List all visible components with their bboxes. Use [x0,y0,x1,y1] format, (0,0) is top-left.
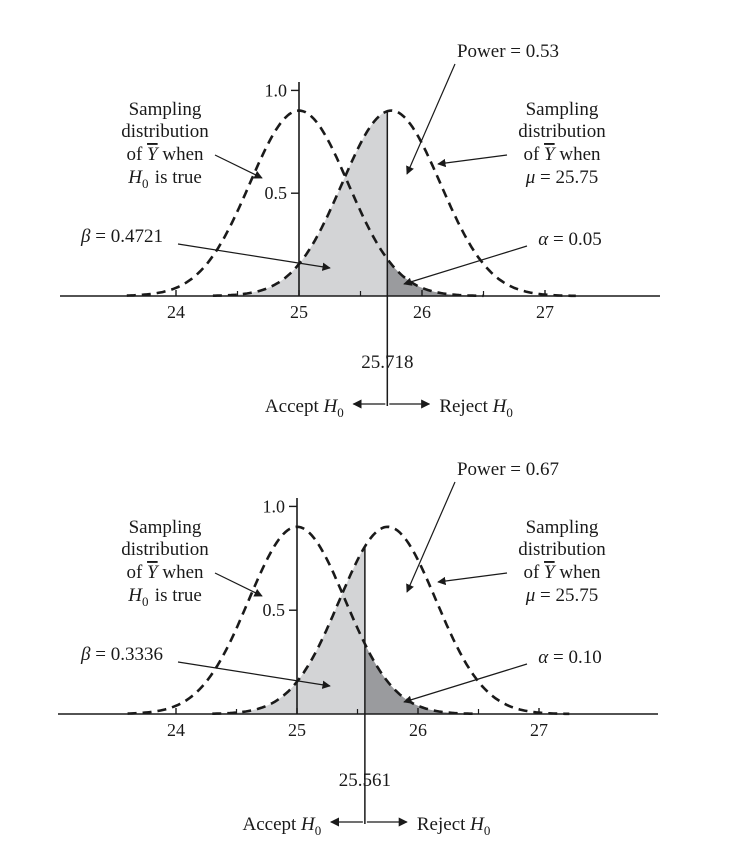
null-dist-label: Sampling [129,517,202,538]
alternative-distribution-curve [212,525,570,716]
alpha-label: α = 0.05 [538,229,601,250]
beta-pointer [177,661,331,689]
accept-h0-label: Accept H0 [242,814,322,838]
x-tick-label: 27 [530,720,548,740]
reject-h0-label: Reject H0 [417,814,492,838]
beta-label: β = 0.4721 [80,226,163,247]
beta-label: β = 0.3336 [80,644,163,665]
alt-dist-label: distribution [518,539,606,560]
alpha-region [387,259,490,296]
alt-dist-label: μ = 25.75 [525,585,599,606]
null-dist-label: distribution [121,121,209,142]
critical-value-label: 25.718 [361,352,413,373]
alternative-distribution-curve [212,109,576,298]
beta-pointer [177,243,331,271]
null-dist-label: of Y when [126,562,204,583]
x-tick-label: 24 [167,720,185,740]
beta-region [114,111,388,296]
alt-dist-label: Sampling [526,517,599,538]
critical-value-label: 25.561 [339,770,391,791]
power-pointer [406,63,456,175]
alt-dist-label: Sampling [526,99,599,120]
alt-dist-pointer [437,572,508,586]
null-dist-label: H0 is true [127,585,202,609]
alt-dist-label: μ = 25.75 [525,167,599,188]
x-tick-label: 26 [409,720,427,740]
y-tick-label: 1.0 [263,496,286,516]
power-label: Power = 0.53 [457,41,559,62]
alpha-region [364,644,485,714]
x-tick-label: 25 [290,302,308,322]
alt-dist-label: of Y when [523,144,601,165]
null-dist-label: Sampling [129,99,202,120]
alpha-pointer [403,663,528,704]
x-tick-label: 27 [536,302,554,322]
reject-h0-label: Reject H0 [439,396,514,420]
power-pointer [406,481,456,593]
x-tick-label: 26 [413,302,431,322]
accept-h0-label: Accept H0 [265,396,345,420]
null-distribution-curve [127,525,479,716]
null-dist-pointer [214,572,263,597]
alt-dist-pointer [437,154,508,168]
alpha-label: α = 0.10 [538,647,601,668]
y-tick-label: 1.0 [265,80,288,100]
null-distribution-curve [126,109,484,298]
power-label: Power = 0.67 [457,459,559,480]
alt-dist-label: of Y when [523,562,601,583]
null-dist-label: H0 is true [127,167,202,191]
beta-region [115,546,365,714]
null-dist-pointer [214,154,263,179]
null-dist-label: of Y when [126,144,204,165]
alpha-pointer [403,245,528,286]
y-tick-label: 0.5 [263,600,286,620]
y-tick-label: 0.5 [265,183,288,203]
x-tick-label: 25 [288,720,306,740]
x-tick-label: 24 [167,302,185,322]
null-dist-label: distribution [121,539,209,560]
alt-dist-label: distribution [518,121,606,142]
